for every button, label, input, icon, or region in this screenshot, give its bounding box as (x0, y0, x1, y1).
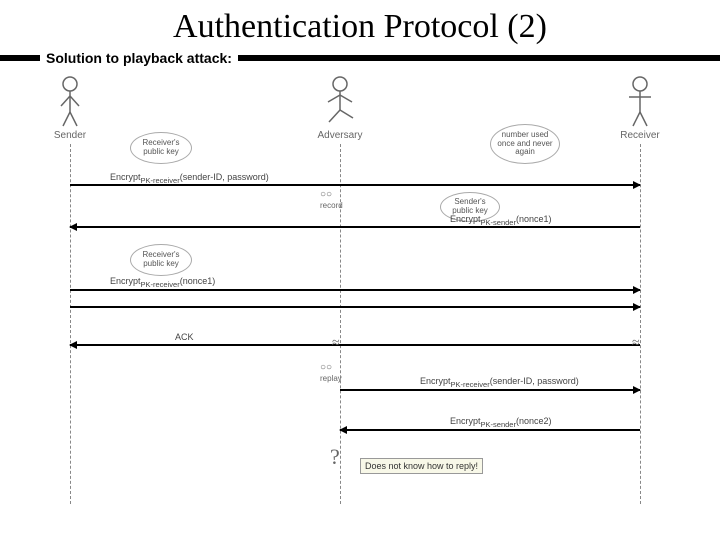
bubble-receiver-pk-1: Receiver's public key (130, 132, 192, 164)
receiver-lifeline (640, 144, 641, 504)
timebreak-2: ≈ (632, 336, 640, 352)
adversary-lifeline (340, 144, 341, 504)
msg3-label: EncryptPK-receiver(nonce1) (110, 276, 215, 289)
slide-title: Authentication Protocol (2) (0, 8, 720, 46)
sender-figure (55, 74, 85, 129)
arrow-3 (70, 306, 640, 308)
goggles-icon-1: ○○ (320, 189, 332, 200)
adversary-figure (323, 74, 357, 129)
arrow-5 (340, 389, 640, 391)
ack-label: ACK (175, 332, 194, 342)
arrow-1 (70, 226, 640, 228)
arrow-6 (340, 429, 640, 431)
msg2-label: EncryptPK-sender(nonce1) (450, 214, 551, 227)
msg4-label: EncryptPK-receiver(sender-ID, password) (420, 376, 579, 389)
msg1-label: EncryptPK-receiver(sender-ID, password) (110, 172, 269, 185)
bubble-nonce-definition: number used once and never again (490, 124, 560, 164)
sender-label: Sender (40, 130, 100, 141)
record-label: record (320, 201, 343, 210)
subtitle-text: Solution to playback attack: (40, 50, 238, 66)
arrow-4 (70, 344, 640, 346)
question-icon: ? (330, 444, 340, 470)
divider-right (238, 55, 720, 61)
adversary-label: Adversary (310, 130, 370, 141)
subtitle-row: Solution to playback attack: (0, 50, 720, 66)
receiver-figure (625, 74, 655, 129)
sender-lifeline (70, 144, 71, 504)
replay-label: replay (320, 374, 342, 383)
receiver-label: Receiver (610, 130, 670, 141)
timebreak-1: ≈ (332, 336, 340, 352)
goggles-icon-2: ○○ (320, 362, 332, 373)
msg5-label: EncryptPK-sender(nonce2) (450, 416, 551, 429)
divider-left (0, 55, 40, 61)
bubble-receiver-pk-2: Receiver's public key (130, 244, 192, 276)
arrow-2 (70, 289, 640, 291)
sequence-diagram: Sender Adversary Receiver Receiver's pub… (20, 74, 700, 514)
no-reply-note: Does not know how to reply! (360, 458, 483, 474)
